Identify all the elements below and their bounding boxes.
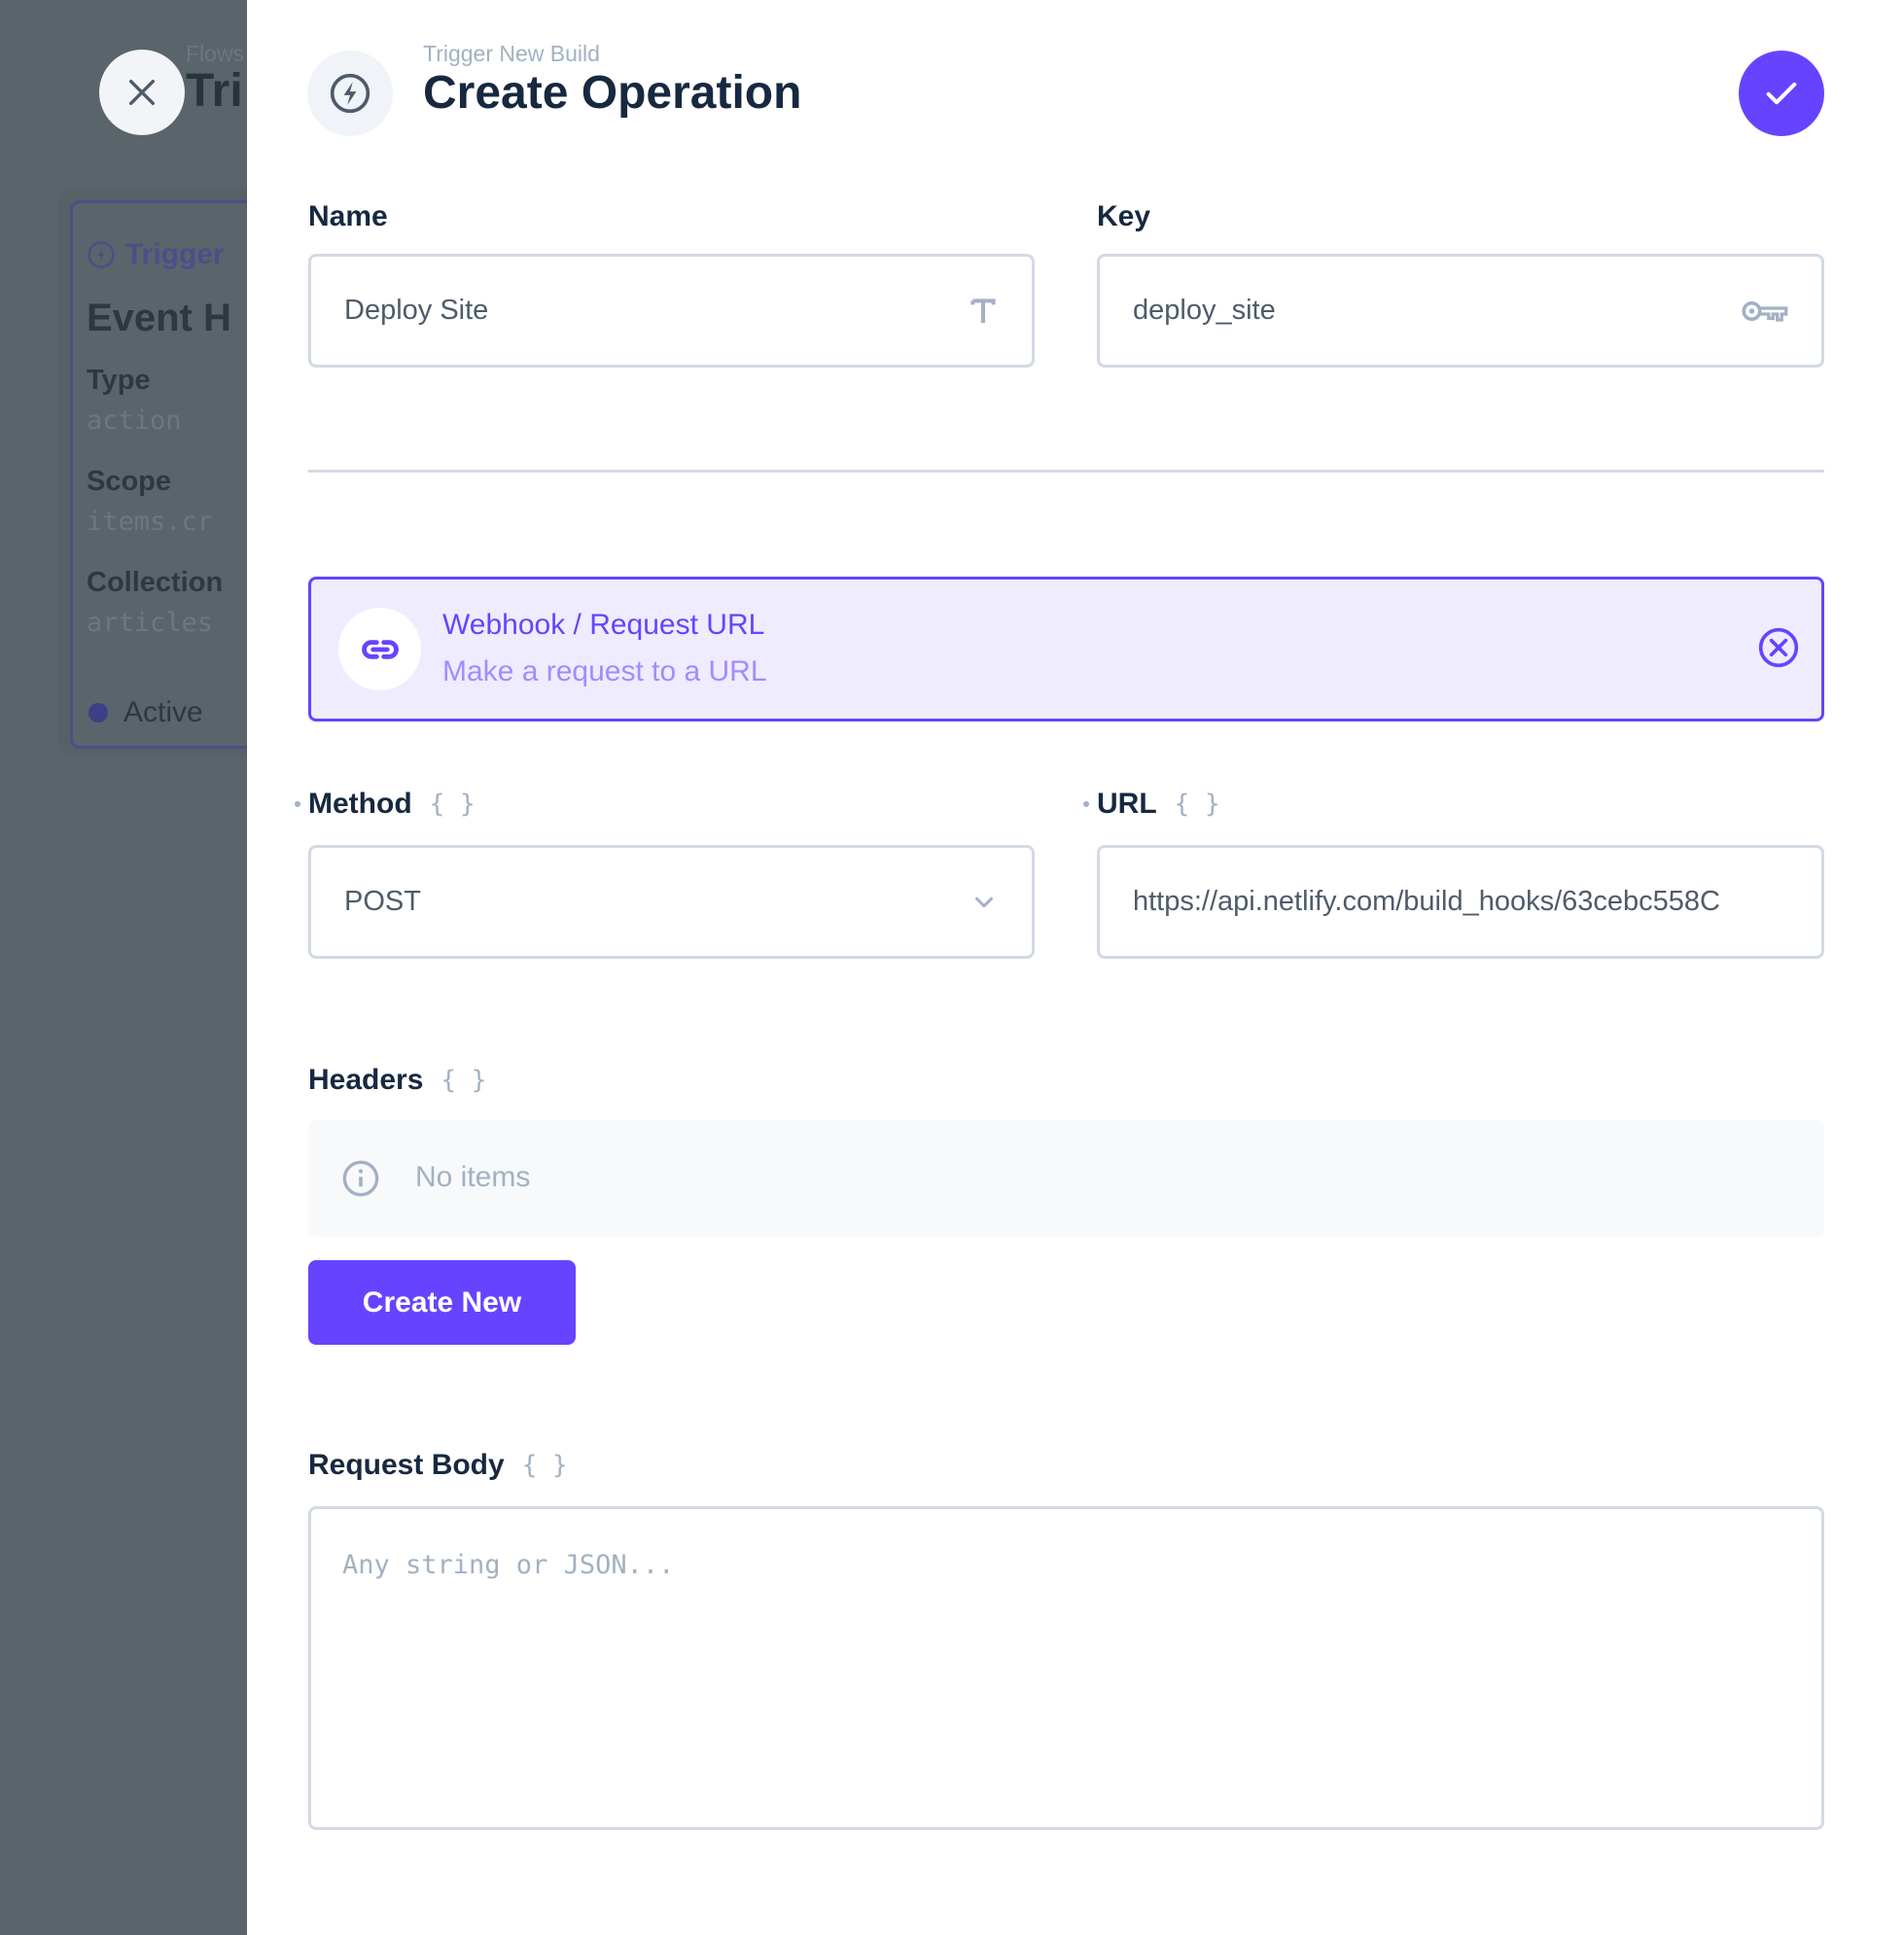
backdrop-trigger-card: Trigger Event H Type action Scope items.…: [70, 200, 247, 749]
deselect-operation-icon[interactable]: [1757, 626, 1800, 669]
bolt-icon: [88, 241, 115, 268]
no-items-text: No items: [415, 1161, 531, 1193]
request-body-label: Request Body { }: [308, 1449, 568, 1482]
url-label-text: URL: [1097, 788, 1157, 820]
backdrop-overlay[interactable]: Flows Tri Trigger Event H Type action Sc…: [0, 0, 247, 1935]
url-input[interactable]: https://api.netlify.com/build_hooks/63ce…: [1097, 845, 1824, 959]
operation-description: Make a request to a URL: [442, 655, 767, 687]
request-body-label-text: Request Body: [308, 1449, 505, 1481]
url-label: URL { }: [1083, 788, 1220, 821]
braces-icon[interactable]: { }: [429, 790, 476, 819]
page-title: Create Operation: [423, 67, 802, 119]
headers-label: Headers { }: [308, 1064, 486, 1097]
link-icon: [361, 639, 399, 659]
chevron-down-icon: [975, 897, 993, 907]
name-input-value: Deploy Site: [344, 295, 489, 326]
required-indicator: [295, 801, 300, 807]
backdrop-field-label: Scope: [87, 466, 172, 497]
braces-icon[interactable]: { }: [441, 1066, 487, 1095]
backdrop-trigger-label: Trigger: [125, 238, 225, 270]
method-select-value: POST: [344, 886, 421, 917]
method-label: Method { }: [295, 788, 476, 821]
section-divider: [308, 470, 1824, 473]
braces-icon[interactable]: { }: [1174, 790, 1220, 819]
backdrop-field-value: action: [87, 405, 182, 436]
save-button[interactable]: [1739, 51, 1824, 136]
operation-title: Webhook / Request URL: [442, 609, 765, 641]
request-body-textarea[interactable]: Any string or JSON...: [308, 1506, 1824, 1830]
backdrop-field-label: Collection: [87, 567, 224, 598]
name-label-text: Name: [308, 200, 388, 232]
headers-empty-notice: No items: [308, 1120, 1824, 1237]
info-icon: [342, 1160, 379, 1197]
key-icon: [1742, 300, 1788, 322]
header-subtitle: Trigger New Build: [423, 41, 600, 66]
close-drawer-button[interactable]: [99, 50, 185, 135]
request-body-placeholder: Any string or JSON...: [342, 1550, 675, 1580]
check-icon: [1766, 82, 1797, 105]
backdrop-title: Tri: [186, 65, 243, 117]
operation-type-card[interactable]: Webhook / Request URL Make a request to …: [308, 577, 1824, 721]
method-label-text: Method: [308, 788, 412, 820]
status-dot: [88, 703, 108, 722]
key-label-text: Key: [1097, 200, 1151, 232]
backdrop-card-heading: Event H: [87, 297, 231, 339]
name-label: Name: [308, 200, 388, 233]
required-indicator: [1083, 801, 1089, 807]
method-select[interactable]: POST: [308, 845, 1035, 959]
bolt-icon: [330, 73, 370, 114]
backdrop-field-label: Type: [87, 365, 151, 396]
close-icon: [128, 79, 156, 106]
key-input-value: deploy_site: [1133, 295, 1276, 326]
key-label: Key: [1097, 200, 1150, 233]
key-input[interactable]: deploy_site: [1097, 254, 1824, 368]
backdrop-field-value: items.cr: [87, 507, 214, 537]
header-icon-badge: [307, 51, 393, 136]
name-input[interactable]: Deploy Site: [308, 254, 1035, 368]
url-input-value: https://api.netlify.com/build_hooks/63ce…: [1133, 886, 1720, 917]
text-icon: [970, 298, 996, 323]
backdrop-field-value: articles: [87, 608, 214, 638]
braces-icon[interactable]: { }: [521, 1451, 568, 1480]
create-new-header-button[interactable]: Create New: [308, 1260, 576, 1345]
operation-icon-badge: [338, 608, 421, 690]
headers-label-text: Headers: [308, 1064, 424, 1096]
backdrop-breadcrumb: Flows: [186, 41, 245, 66]
status-label: Active: [123, 696, 203, 728]
